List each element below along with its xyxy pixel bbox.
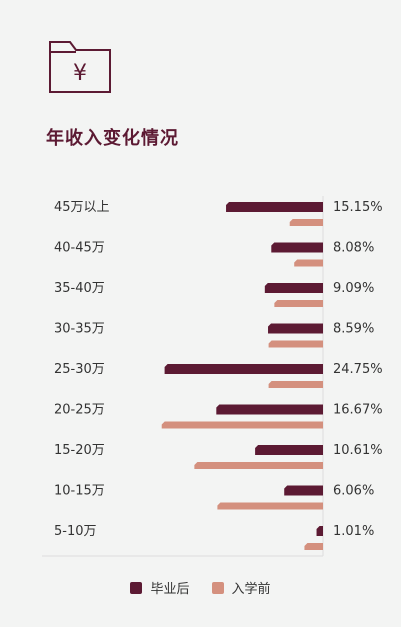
category-label: 10-15万 (54, 484, 105, 499)
legend-swatch-after (130, 581, 143, 594)
category-label: 40-45万 (54, 241, 105, 256)
category-label: 20-25万 (54, 403, 105, 418)
value-label: 15.15% (333, 200, 383, 215)
legend-label-before: 入学前 (231, 582, 271, 597)
bar-after (316, 526, 323, 536)
bar-before (274, 300, 323, 307)
legend: 毕业后 入学前 (0, 578, 401, 597)
value-label: 8.59% (333, 322, 374, 337)
bar-after (264, 283, 323, 293)
bar-before (161, 421, 323, 429)
chart-title: 年收入变化情况 (46, 128, 179, 149)
value-label: 16.67% (333, 403, 383, 418)
bar-after (255, 445, 323, 455)
value-label: 8.08% (333, 241, 374, 256)
bar-before (268, 340, 323, 348)
category-label: 15-20万 (54, 443, 105, 458)
bar-after (284, 485, 323, 496)
bar-chart: 45万以上 15.15% 40-45万 8.08% 35-40万 9.09% 30-35万 8… (42, 196, 383, 557)
category-label: 30-35万 (54, 322, 105, 337)
svg-text:¥: ¥ (73, 61, 87, 86)
bar-before (194, 462, 323, 469)
category-label: 35-40万 (54, 281, 105, 296)
value-label: 10.61% (333, 443, 383, 458)
bar-before (289, 219, 323, 226)
bar-before (268, 381, 323, 388)
legend-label-after: 毕业后 (150, 582, 190, 597)
category-label: 45万以上 (54, 200, 110, 215)
bar-after (164, 364, 323, 374)
bar-before (304, 543, 323, 550)
category-label: 25-30万 (54, 362, 105, 377)
bar-after (271, 242, 323, 253)
value-label: 24.75% (333, 362, 383, 377)
folder-yen-icon: ¥ (49, 41, 111, 93)
bar-after (216, 404, 323, 415)
bar-after (226, 202, 323, 212)
legend-item-before: 入学前 (211, 578, 271, 597)
value-label: 6.06% (333, 484, 374, 499)
bar-before (217, 502, 323, 510)
value-label: 9.09% (333, 281, 374, 296)
bar-before (294, 259, 323, 267)
category-label: 5-10万 (54, 524, 97, 539)
legend-item-after: 毕业后 (130, 578, 190, 597)
value-label: 1.01% (333, 524, 374, 539)
bar-after (268, 323, 323, 334)
legend-swatch-before (211, 581, 224, 594)
